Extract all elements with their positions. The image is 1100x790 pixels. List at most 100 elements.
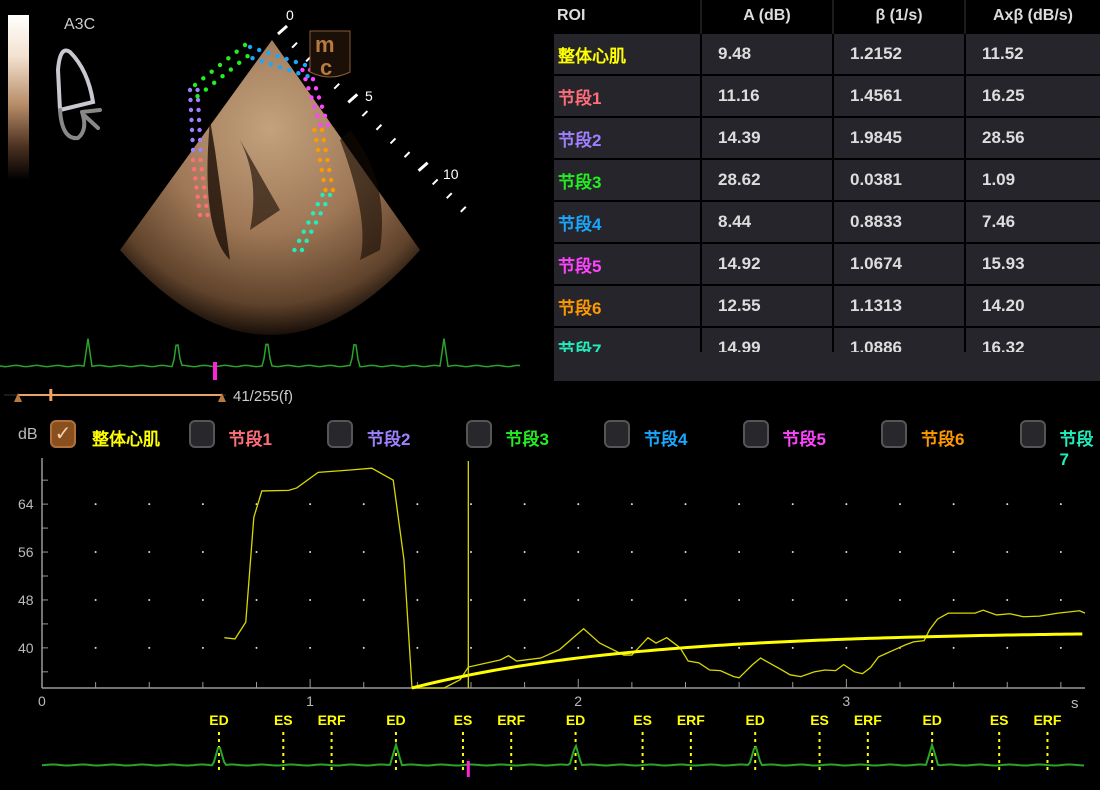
roi-point	[236, 60, 242, 66]
range-start-handle[interactable]	[14, 393, 22, 402]
roi-point	[313, 220, 319, 225]
roi-point	[187, 87, 193, 93]
grid-dot	[255, 598, 258, 601]
roi-point	[312, 127, 317, 133]
grid-dot	[630, 646, 633, 649]
depth-tick	[460, 206, 467, 213]
grid-dot	[898, 503, 901, 506]
roi-point	[247, 44, 253, 50]
legend-label[interactable]: 整体心肌	[92, 430, 160, 449]
grid-dot	[94, 646, 97, 649]
legend-label[interactable]: 节段5	[782, 430, 826, 449]
roi-point	[310, 211, 316, 216]
grid-dot	[1059, 646, 1062, 649]
roi-point	[312, 104, 317, 109]
frame-counter: 41/255(f)	[233, 388, 294, 405]
legend-label[interactable]: 节段4	[644, 430, 688, 449]
depth-tick	[403, 151, 411, 158]
echo-sector	[120, 40, 420, 335]
grid-dot	[362, 646, 365, 649]
roi-point	[306, 220, 311, 225]
frame-thumb[interactable]	[49, 389, 53, 401]
roi-point	[304, 238, 309, 244]
grid-dot	[523, 503, 526, 506]
grid-dot	[791, 551, 794, 554]
roi-point	[205, 212, 210, 218]
checkbox-global[interactable]: ✓	[50, 420, 76, 448]
range-end-handle[interactable]	[218, 393, 226, 402]
roi-point	[195, 87, 200, 93]
roi-point	[190, 157, 196, 163]
roi-point	[302, 62, 308, 68]
grid-dot	[1006, 646, 1009, 649]
roi-point	[188, 107, 194, 113]
roi-point	[286, 68, 292, 73]
x-tick-label: 2	[574, 693, 582, 709]
checkbox-segment-6[interactable]	[881, 420, 907, 448]
checkbox-segment-1[interactable]	[188, 420, 215, 448]
view-label: A3C	[64, 16, 96, 33]
checkbox-segment-4[interactable]	[604, 420, 630, 448]
ecg-event-label: ED	[922, 712, 941, 728]
ultrasound-image-pane[interactable]: 0 5 10 m c A3C	[0, 0, 550, 382]
y-tick-label: 64	[18, 496, 34, 512]
table-row[interactable]: 节段1 11.16 1.4561 16.25	[552, 74, 1100, 118]
roi-point	[309, 229, 314, 234]
grid-dot	[630, 598, 633, 601]
legend-label[interactable]: 节段1	[228, 430, 272, 449]
legend-label[interactable]: 节段7	[1059, 430, 1094, 469]
header-beta: β (1/s)	[833, 0, 966, 33]
a-value: 14.92	[700, 242, 834, 286]
grid-dot	[952, 598, 955, 601]
a-value: 11.16	[700, 74, 834, 118]
grid-dot	[201, 598, 204, 601]
legend-label[interactable]: 节段3	[505, 430, 549, 449]
legend-label[interactable]: 节段6	[921, 430, 965, 449]
checkbox-segment-7[interactable]	[1019, 420, 1046, 448]
ecg-trace	[41, 741, 1085, 767]
roi-name: 节段2	[552, 116, 702, 160]
roi-point	[191, 166, 197, 172]
legend-label[interactable]: 节段2	[367, 430, 411, 449]
ecg-event-label: ERF	[1033, 712, 1061, 728]
grid-dot	[469, 551, 472, 554]
checkbox-segment-5[interactable]	[742, 420, 769, 448]
grid-dot	[630, 503, 633, 506]
roi-point	[292, 247, 297, 253]
tic-chart[interactable]: 0 1 2 3 40 48 56 64 s ED ES ERF ED ES ERF ED ES ERF ED ES ER…	[0, 452, 1100, 790]
grid-dot	[898, 551, 901, 554]
table-row[interactable]: 节段5 14.92 1.0674 15.93	[552, 242, 1100, 286]
fit-curve	[411, 632, 1083, 690]
roi-point	[198, 157, 203, 163]
roi-contour[interactable]	[187, 42, 336, 253]
axb-value: 1.09	[964, 158, 1100, 202]
roi-point	[220, 74, 225, 79]
table-row[interactable]: 节段3 28.62 0.0381 1.09	[552, 158, 1100, 202]
roi-point	[196, 107, 201, 113]
roi-point	[217, 62, 223, 68]
depth-tick	[446, 192, 453, 199]
table-row[interactable]: 整体心肌 9.48 1.2152 11.52	[552, 32, 1100, 76]
roi-point	[275, 53, 280, 59]
grid-dot	[201, 551, 204, 554]
roi-point	[306, 86, 311, 91]
table-row[interactable]: 节段4 8.44 0.8833 7.46	[552, 200, 1100, 244]
checkbox-segment-3[interactable]	[465, 420, 492, 448]
depth-tick	[417, 161, 429, 172]
roi-point	[277, 65, 283, 70]
table-row[interactable]: 节段2 14.39 1.9845 28.56	[552, 116, 1100, 160]
ecg-event-label: ES	[274, 712, 293, 728]
checkbox-segment-2[interactable]	[327, 420, 353, 448]
roi-point	[189, 127, 195, 133]
roi-point	[323, 201, 328, 207]
roi-point	[198, 147, 203, 153]
grid-dot	[684, 551, 687, 554]
roi-point	[189, 117, 194, 123]
frame-slider[interactable]	[4, 388, 226, 404]
roi-point	[317, 157, 323, 163]
table-row[interactable]: 节段6 12.55 1.1313 14.20	[552, 284, 1100, 328]
depth-scale	[277, 24, 467, 213]
roi-point	[314, 137, 319, 143]
roi-point	[193, 176, 198, 181]
roi-point	[226, 56, 231, 61]
